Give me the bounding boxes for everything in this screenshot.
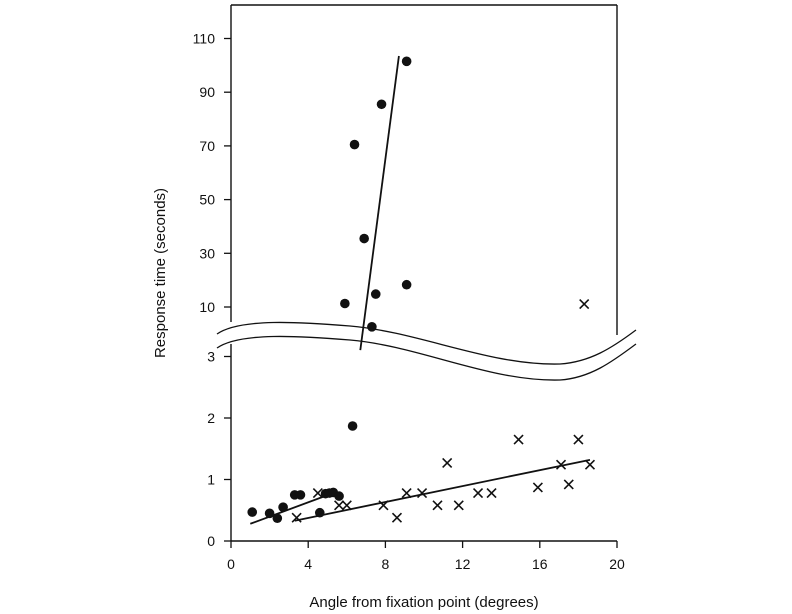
filled-circle-point [370, 289, 381, 299]
x-tick-label: 0 [227, 556, 235, 572]
fit-line [359, 55, 400, 351]
x-marker-point [579, 298, 590, 310]
y-tick-label: 3 [207, 349, 215, 365]
filled-circle-point [401, 279, 412, 290]
filled-circle-point [401, 56, 412, 67]
filled-circle-point [367, 322, 377, 332]
x-marker-point [513, 434, 524, 445]
x-marker-point [563, 479, 574, 490]
filled-circle-point [349, 139, 360, 150]
y-tick-label: 0 [207, 533, 215, 549]
filled-circle-point [278, 502, 288, 512]
fit-line [249, 492, 334, 525]
data-points [247, 56, 596, 524]
fit-line [294, 458, 591, 522]
x-tick-label: 8 [382, 556, 390, 572]
filled-circle-point [359, 233, 369, 244]
x-tick-label: 12 [455, 556, 471, 572]
x-marker-point [291, 512, 302, 523]
fit-lines [249, 55, 591, 525]
x-tick-label: 4 [304, 556, 312, 572]
y-tick-label: 1 [207, 472, 215, 488]
axis-break [216, 321, 637, 381]
x-axis-title: Angle from fixation point (degrees) [309, 594, 538, 611]
x-marker-point [472, 487, 484, 499]
x-marker-point [486, 487, 497, 499]
axis-break-mask [217, 322, 636, 381]
x-tick-label: 20 [609, 556, 625, 572]
y-tick-label: 110 [193, 31, 216, 47]
x-marker-point [341, 500, 352, 511]
y-axis-title: Response time (seconds) [152, 188, 169, 358]
x-marker-point [555, 459, 567, 470]
y-tick-label: 2 [207, 410, 215, 426]
x-marker-point [442, 457, 453, 468]
axis-break-curve-upper [216, 321, 637, 365]
filled-circle-point [314, 507, 325, 518]
x-marker-point [532, 482, 543, 493]
x-tick-label: 16 [532, 556, 548, 572]
x-ticks: 0 4 8 12 16 20 [227, 541, 625, 572]
x-marker-point [334, 500, 345, 511]
x-marker-point [417, 487, 428, 499]
x-marker-point [391, 512, 403, 523]
y-tick-label: 10 [199, 299, 215, 315]
axis-break-curve-lower [216, 335, 637, 381]
y-tick-label: 70 [199, 138, 215, 154]
y-tick-label: 90 [199, 84, 215, 100]
x-marker-point [453, 500, 464, 511]
filled-circle-point [295, 490, 306, 500]
filled-circle-point [264, 508, 275, 519]
filled-circle-point [272, 513, 283, 524]
filled-circle-point [340, 298, 350, 309]
filled-circle-point [347, 421, 358, 431]
plot-frame [230, 4, 618, 542]
filled-circle-point [334, 491, 344, 501]
x-marker-point [584, 459, 596, 470]
y-tick-label: 50 [199, 192, 215, 208]
x-marker-point [573, 434, 584, 445]
y-tick-label: 30 [199, 245, 215, 261]
x-marker-point [401, 487, 412, 499]
x-marker-point [432, 500, 443, 511]
y-ticks: 0 1 2 3 10 30 50 70 90 110 [193, 31, 231, 549]
x-marker-point [312, 487, 323, 499]
x-marker-point [378, 500, 389, 511]
filled-circle-point [376, 99, 387, 110]
filled-circle-point [247, 507, 258, 517]
